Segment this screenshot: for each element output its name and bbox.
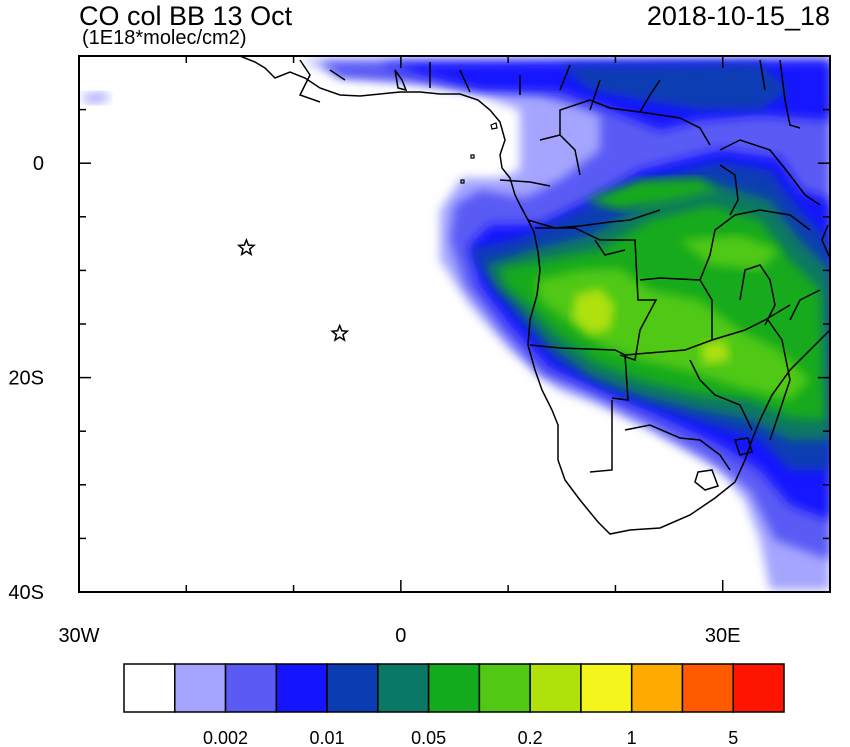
colorbar-label: 0.002 xyxy=(203,728,248,747)
colorbar-swatch xyxy=(123,663,176,713)
marker-layer xyxy=(236,237,350,342)
lat-tick-label: 20S xyxy=(8,368,44,390)
axis-ticks xyxy=(78,55,831,593)
colorbar-swatch xyxy=(580,663,633,713)
timestamp-label: 2018-10-15_18 xyxy=(646,1,830,31)
lon-tick-label: 30W xyxy=(58,625,99,647)
colorbar-swatch xyxy=(478,663,531,713)
colorbar-swatch xyxy=(275,663,328,713)
co-concentration-field xyxy=(80,58,830,590)
lat-tick-label: 40S xyxy=(8,582,44,604)
units-label: (1E18*molec/cm2) xyxy=(82,27,247,49)
colorbar-swatch xyxy=(732,663,785,713)
colorbar-swatch xyxy=(377,663,430,713)
colorbar-label: 0.05 xyxy=(411,728,446,747)
star-marker xyxy=(330,323,350,342)
colorbar-swatch xyxy=(529,663,582,713)
map-title: CO col BB 13 Oct xyxy=(79,1,293,31)
colorbar-swatch xyxy=(326,663,379,713)
axis-tick-labels: 30W 0 30E 0 20S 40S xyxy=(8,153,740,647)
colorbar-swatch xyxy=(681,663,734,713)
island-layer xyxy=(460,122,498,184)
colorbar-label: 0.2 xyxy=(518,728,543,747)
colorbar: 0.002 0.01 0.05 0.2 1 5 xyxy=(123,663,785,747)
lon-tick-label: 0 xyxy=(395,625,406,647)
colorbar-swatch xyxy=(174,663,227,713)
lon-tick-label: 30E xyxy=(705,625,741,647)
colorbar-label: 0.01 xyxy=(310,728,345,747)
lat-tick-label: 0 xyxy=(33,153,44,175)
coastline-layer xyxy=(239,56,830,535)
colorbar-swatch xyxy=(630,663,684,713)
colorbar-label: 5 xyxy=(728,728,738,747)
colorbar-label: 1 xyxy=(627,728,637,747)
colorbar-swatch xyxy=(224,663,278,713)
star-marker xyxy=(236,237,256,257)
colorbar-swatch xyxy=(427,663,481,713)
